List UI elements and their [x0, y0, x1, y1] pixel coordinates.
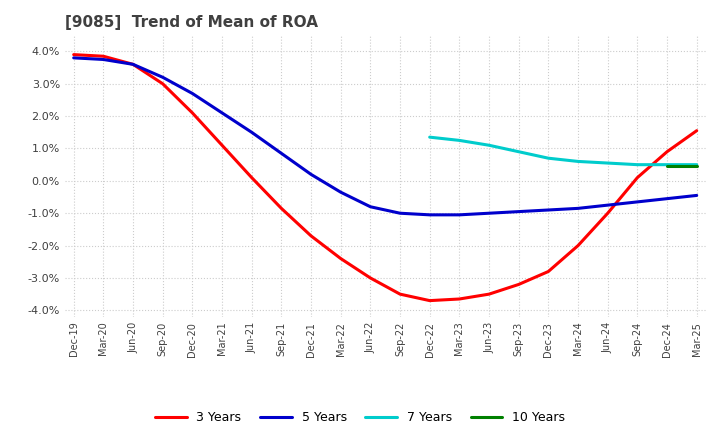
- 5 Years: [633, 199, 642, 205]
- 7 Years: [633, 162, 642, 167]
- 7 Years: [574, 159, 582, 164]
- 3 Years: [277, 206, 286, 211]
- Line: 3 Years: 3 Years: [73, 55, 697, 301]
- 5 Years: [248, 130, 256, 135]
- 7 Years: [544, 156, 553, 161]
- 3 Years: [188, 110, 197, 116]
- 3 Years: [129, 62, 138, 67]
- 3 Years: [69, 52, 78, 57]
- 7 Years: [455, 138, 464, 143]
- 5 Years: [693, 193, 701, 198]
- 7 Years: [693, 162, 701, 167]
- 5 Years: [514, 209, 523, 214]
- Line: 5 Years: 5 Years: [73, 58, 697, 215]
- 3 Years: [693, 128, 701, 133]
- 5 Years: [69, 55, 78, 60]
- 5 Years: [662, 196, 671, 201]
- 5 Years: [574, 206, 582, 211]
- 3 Years: [603, 211, 612, 216]
- 5 Years: [217, 110, 226, 116]
- 5 Years: [455, 212, 464, 217]
- 3 Years: [544, 269, 553, 274]
- 5 Years: [366, 204, 374, 209]
- Line: 7 Years: 7 Years: [430, 137, 697, 165]
- 3 Years: [426, 298, 434, 303]
- 10 Years: [693, 164, 701, 169]
- 5 Years: [129, 62, 138, 67]
- 5 Years: [485, 211, 493, 216]
- 5 Years: [188, 91, 197, 96]
- 3 Years: [633, 175, 642, 180]
- 3 Years: [485, 292, 493, 297]
- 7 Years: [426, 135, 434, 140]
- 5 Years: [603, 202, 612, 208]
- 7 Years: [603, 161, 612, 166]
- 3 Years: [366, 275, 374, 281]
- 5 Years: [307, 172, 315, 177]
- 3 Years: [217, 143, 226, 148]
- 7 Years: [514, 149, 523, 154]
- 5 Years: [396, 211, 405, 216]
- 7 Years: [485, 143, 493, 148]
- 5 Years: [277, 151, 286, 156]
- 3 Years: [396, 292, 405, 297]
- 3 Years: [336, 256, 345, 261]
- 5 Years: [99, 57, 108, 62]
- 3 Years: [158, 81, 167, 86]
- Legend: 3 Years, 5 Years, 7 Years, 10 Years: 3 Years, 5 Years, 7 Years, 10 Years: [150, 407, 570, 429]
- 5 Years: [158, 75, 167, 80]
- 5 Years: [426, 212, 434, 217]
- Text: [9085]  Trend of Mean of ROA: [9085] Trend of Mean of ROA: [65, 15, 318, 30]
- 3 Years: [248, 175, 256, 180]
- 3 Years: [574, 243, 582, 248]
- 3 Years: [307, 233, 315, 238]
- 3 Years: [514, 282, 523, 287]
- 3 Years: [99, 54, 108, 59]
- 3 Years: [455, 297, 464, 302]
- 10 Years: [662, 164, 671, 169]
- 3 Years: [662, 149, 671, 154]
- 5 Years: [544, 207, 553, 213]
- 7 Years: [662, 162, 671, 167]
- 5 Years: [336, 190, 345, 195]
